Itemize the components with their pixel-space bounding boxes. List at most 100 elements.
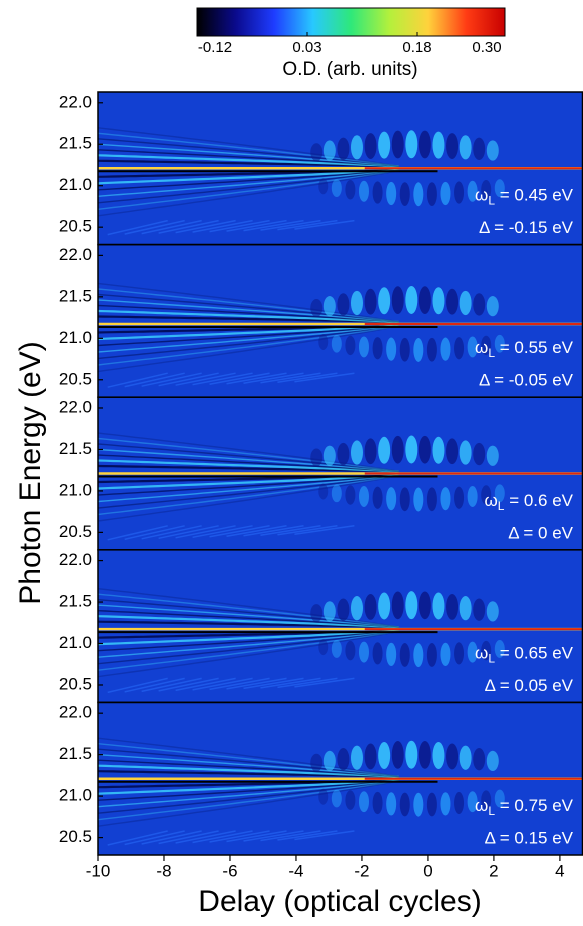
fringe-blob <box>391 286 404 315</box>
fringe-blob <box>446 288 459 315</box>
fringe-blob <box>440 792 451 816</box>
low-fringe <box>294 525 355 536</box>
omega-symbol: ω <box>475 339 488 358</box>
omega-symbol: ω <box>475 796 488 815</box>
panel <box>98 549 583 703</box>
fringe-blob <box>486 140 499 161</box>
low-fringe <box>141 677 202 693</box>
fringe-blob <box>331 179 342 197</box>
fringe-blob <box>418 130 431 159</box>
y-tick-label: 21.5 <box>59 286 92 305</box>
fringe-blob <box>486 445 499 466</box>
fringe-blob <box>459 440 472 465</box>
fringe-blob <box>323 750 336 772</box>
low-fringe <box>141 525 202 540</box>
x-tick-label: -10 <box>86 861 111 880</box>
y-tick-label: 22.0 <box>59 703 92 722</box>
low-fringe <box>260 525 321 537</box>
fringe-blob <box>345 335 356 356</box>
x-axis-label: Delay (optical cycles) <box>198 885 481 918</box>
fringe-blob <box>318 178 329 195</box>
fringe <box>98 324 399 341</box>
omega-subscript: L <box>498 499 505 513</box>
low-fringe <box>175 372 236 386</box>
fringe-blob <box>345 790 356 810</box>
fringe-blob <box>323 445 336 466</box>
fringe-blob <box>391 130 404 159</box>
fringe-blob <box>372 181 383 204</box>
fringe-blob <box>386 337 397 361</box>
low-fringe <box>260 677 321 689</box>
x-tick-label: 4 <box>555 861 564 880</box>
fringe-blob <box>331 484 342 503</box>
fringe <box>98 630 399 646</box>
fringe-blob <box>481 790 492 810</box>
fringe-blob <box>413 643 424 668</box>
fringe-blob <box>405 435 418 464</box>
fringe <box>98 737 399 778</box>
fringe-blob <box>481 180 492 200</box>
fringe <box>98 630 399 665</box>
delta-label: Δ = -0.05 eV <box>479 371 574 390</box>
delta-label: Δ = -0.15 eV <box>479 218 574 237</box>
fringe <box>98 454 399 473</box>
fringe <box>98 630 399 671</box>
fringe-blob <box>413 792 424 817</box>
delta-label: Δ = 0 eV <box>508 523 573 542</box>
y-tick-label: 20.5 <box>59 369 92 388</box>
omega-subscript: L <box>488 194 495 208</box>
low-fringe <box>192 677 253 691</box>
omega-label: ωL = 0.45 eV <box>475 186 574 208</box>
fringe-blob <box>467 791 478 813</box>
fringe-blob <box>310 753 323 772</box>
fringe-blob <box>337 293 350 316</box>
low-fringe <box>158 677 219 692</box>
low-fringe <box>158 525 219 540</box>
y-tick-label: 20.5 <box>59 522 92 541</box>
fringe-blob <box>440 181 451 206</box>
fringe-blob <box>467 641 478 663</box>
fringe-blob <box>364 438 377 465</box>
fringe-blob <box>364 288 377 315</box>
fringe <box>98 169 399 197</box>
fringe <box>98 169 399 191</box>
low-fringe <box>124 830 185 846</box>
y-tick-label: 21.0 <box>59 175 92 194</box>
x-tick-label: -6 <box>222 861 237 880</box>
low-fringe <box>175 219 236 234</box>
y-tick-label: 20.5 <box>59 827 92 846</box>
low-fringe <box>141 219 202 235</box>
fringe-blob <box>318 333 329 350</box>
y-tick-label: 21.0 <box>59 633 92 652</box>
low-fringe <box>209 677 270 691</box>
fringe-blob <box>426 487 437 512</box>
low-fringe <box>260 830 321 842</box>
y-tick-label: 22.0 <box>59 245 92 264</box>
fringe-blob <box>473 748 486 771</box>
fringe-blob <box>405 130 418 159</box>
x-tick-label: 2 <box>489 861 498 880</box>
omega-label: ωL = 0.55 eV <box>475 339 574 361</box>
fringe-blob <box>432 131 445 159</box>
fringe <box>98 325 399 373</box>
fringe <box>98 143 399 167</box>
fringe <box>98 610 399 628</box>
y-tick-label: 21.5 <box>59 744 92 763</box>
fringe-blob <box>426 643 437 667</box>
fringe-blob <box>386 642 397 666</box>
fringe-blob <box>386 487 397 511</box>
fringe-blob <box>350 135 363 160</box>
fringe-blob <box>440 487 451 511</box>
fringe <box>98 764 399 778</box>
fringe-blob <box>459 745 472 770</box>
y-tick-label: 22.0 <box>59 397 92 416</box>
fringe-blob <box>454 791 465 815</box>
omega-value: = 0.45 eV <box>495 186 574 205</box>
fringe-blob <box>358 641 369 663</box>
colorbar-tick-label: 0.18 <box>402 39 431 56</box>
fringe <box>98 474 399 490</box>
y-tick-label: 22.0 <box>59 550 92 569</box>
fringe-blob <box>358 336 369 358</box>
low-fringe <box>277 830 338 841</box>
